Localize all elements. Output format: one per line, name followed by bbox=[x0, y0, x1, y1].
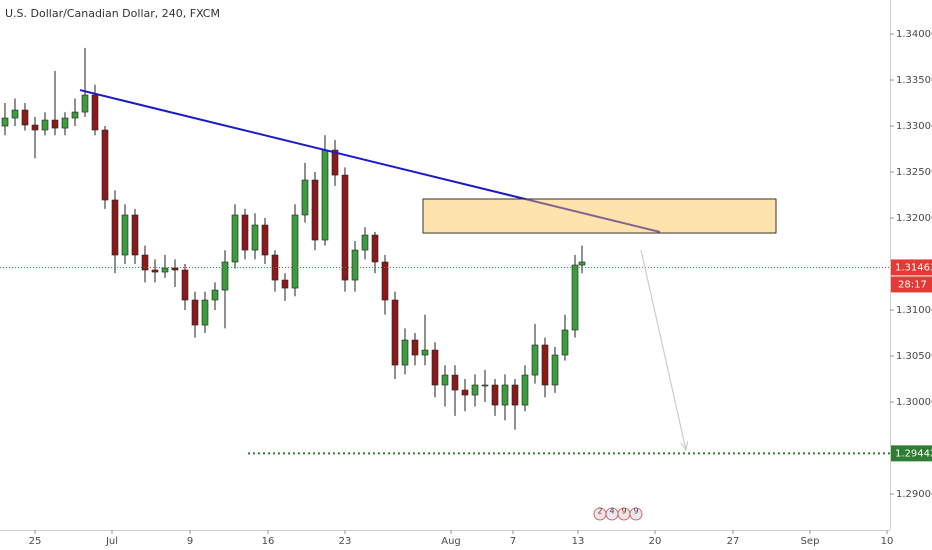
candle-body bbox=[351, 249, 359, 281]
candle-body bbox=[401, 339, 409, 366]
candle-body bbox=[271, 254, 279, 281]
candle-body bbox=[241, 214, 249, 251]
x-tick-label: 25 bbox=[29, 536, 42, 547]
x-tick-label: 23 bbox=[339, 536, 352, 547]
candle-body bbox=[51, 119, 59, 129]
candle-body bbox=[301, 179, 309, 216]
resistance-zone bbox=[422, 198, 777, 234]
candle-body bbox=[21, 109, 29, 126]
candle-body bbox=[201, 299, 209, 326]
candle-body bbox=[221, 261, 229, 291]
candle-body bbox=[381, 261, 389, 301]
x-tick-label: Aug bbox=[441, 536, 461, 547]
y-tick-label: 1.32500 bbox=[896, 167, 932, 178]
candle-body bbox=[101, 129, 109, 201]
candle-body bbox=[481, 384, 489, 387]
candle-body bbox=[31, 124, 39, 131]
x-tick-label: 16 bbox=[262, 536, 275, 547]
candle-body bbox=[281, 279, 289, 289]
y-tick-label: 1.30500 bbox=[896, 351, 932, 362]
candle-body bbox=[511, 384, 519, 406]
x-tick-label: Jul bbox=[105, 536, 118, 547]
candle-body bbox=[501, 384, 509, 406]
x-tick-label: 13 bbox=[572, 536, 585, 547]
candle-body bbox=[441, 374, 449, 386]
candle-body bbox=[321, 149, 329, 241]
candle-body bbox=[471, 384, 479, 396]
candle-body bbox=[1, 117, 9, 127]
candle-body bbox=[231, 214, 239, 263]
candle-body bbox=[41, 119, 49, 131]
candle-body bbox=[81, 94, 89, 113]
y-tick-label: 1.32000 bbox=[896, 213, 932, 224]
candle-body bbox=[111, 199, 119, 256]
y-tick-label: 1.34000 bbox=[896, 29, 932, 40]
x-tick-label: 27 bbox=[727, 536, 740, 547]
candle-body bbox=[491, 384, 499, 406]
arrow-head bbox=[680, 441, 689, 452]
candle-body bbox=[161, 267, 169, 273]
candle-body bbox=[371, 234, 379, 263]
candle-body bbox=[421, 349, 429, 356]
candle-body bbox=[521, 374, 529, 406]
candle-body bbox=[251, 224, 259, 251]
candle-body bbox=[71, 111, 79, 119]
event-marker bbox=[629, 507, 643, 521]
candle-body bbox=[311, 179, 319, 241]
y-tick-label: 1.31000 bbox=[896, 305, 932, 316]
candle-body bbox=[578, 261, 586, 266]
candle-body bbox=[121, 214, 129, 256]
candle-body bbox=[361, 234, 369, 251]
candle-body bbox=[191, 299, 199, 326]
target-tag bbox=[891, 445, 932, 462]
candle-body bbox=[571, 264, 579, 331]
candle-body bbox=[91, 94, 99, 131]
x-tick-label: 20 bbox=[649, 536, 662, 547]
candle-body bbox=[541, 344, 549, 386]
candle-body bbox=[341, 174, 349, 281]
countdown-label: 28:17 bbox=[898, 279, 927, 290]
candle-body bbox=[291, 214, 299, 289]
event-label: 2 bbox=[597, 507, 602, 516]
candle-body bbox=[171, 267, 179, 271]
projection-arrow bbox=[640, 249, 687, 451]
countdown-tag bbox=[891, 276, 932, 293]
candle-body bbox=[61, 117, 69, 129]
event-label: 4 bbox=[609, 507, 614, 516]
candle-body bbox=[261, 224, 269, 256]
candle-body bbox=[551, 354, 559, 386]
candle-body bbox=[331, 149, 339, 176]
x-tick-label: 10 bbox=[881, 536, 894, 547]
candle-body bbox=[151, 269, 159, 273]
candle-body bbox=[211, 289, 219, 301]
candle-body bbox=[561, 329, 569, 356]
candle-body bbox=[461, 389, 469, 396]
chart-title: U.S. Dollar/Canadian Dollar, 240, FXCM bbox=[5, 7, 220, 20]
candle-body bbox=[181, 269, 189, 301]
x-tick-label: 9 bbox=[187, 536, 193, 547]
event-label: 9 bbox=[633, 507, 638, 516]
candle-body bbox=[131, 214, 139, 256]
current-price-tag bbox=[891, 259, 932, 276]
candle-body bbox=[391, 299, 399, 366]
candle-body bbox=[531, 344, 539, 376]
event-label: 9 bbox=[621, 507, 626, 516]
y-tick-label: 1.33000 bbox=[896, 121, 932, 132]
candle-body bbox=[411, 339, 419, 356]
current-price-label: 1.31463 bbox=[895, 262, 932, 273]
candle-body bbox=[451, 374, 459, 391]
candle-body bbox=[11, 109, 19, 119]
candle-body bbox=[141, 254, 149, 271]
candle-body bbox=[431, 349, 439, 386]
y-tick-label: 1.33500 bbox=[896, 75, 932, 86]
x-tick-label: 7 bbox=[510, 536, 516, 547]
trendline bbox=[79, 89, 661, 233]
y-tick-label: 1.30000 bbox=[896, 397, 932, 408]
x-tick-label: Sep bbox=[801, 536, 820, 547]
y-tick-label: 1.29000 bbox=[896, 489, 932, 500]
